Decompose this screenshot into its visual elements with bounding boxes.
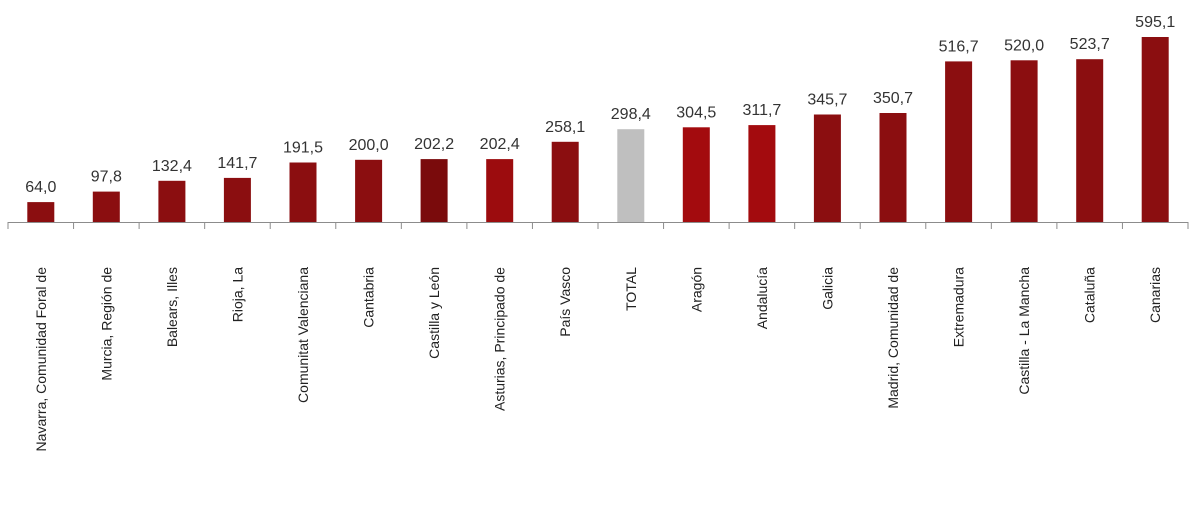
category-label: Murcia, Región de (98, 267, 114, 381)
data-label: 516,7 (939, 38, 979, 55)
data-label: 304,5 (676, 104, 716, 121)
data-label: 132,4 (152, 158, 192, 175)
category-label: Castilla y León (426, 267, 442, 359)
data-label: 523,7 (1070, 36, 1110, 53)
data-label: 64,0 (25, 179, 56, 196)
data-label: 258,1 (545, 119, 585, 136)
bar (289, 162, 317, 222)
category-label: Andalucía (754, 267, 770, 329)
bar (551, 141, 579, 222)
data-label: 345,7 (807, 92, 847, 109)
category-label: Rioja, La (229, 267, 245, 322)
category-label: Cantabria (361, 267, 377, 328)
data-label: 202,4 (480, 136, 520, 153)
bar (1010, 60, 1038, 222)
category-label: TOTAL (623, 267, 639, 311)
bar (420, 159, 448, 222)
bar (1076, 59, 1104, 223)
bar (27, 202, 55, 222)
bar (355, 159, 383, 222)
data-label: 200,0 (349, 137, 389, 154)
data-label: 520,0 (1004, 37, 1044, 54)
category-label: Comunitat Valenciana (295, 267, 311, 403)
category-label: País Vasco (557, 267, 573, 337)
bar (158, 180, 186, 222)
category-label: Navarra, Comunidad Foral de (33, 267, 49, 452)
bar (223, 177, 251, 222)
category-label: Galicia (819, 267, 835, 310)
data-label: 97,8 (91, 169, 122, 186)
x-axis-ticks-group (7, 222, 1189, 229)
category-label: Madrid, Comunidad de (885, 267, 901, 409)
bar (1141, 37, 1169, 222)
value-labels-group: 64,0 97,8 132,4 141,7 191,5 200,0 202,2 202,4 25… (25, 14, 1175, 196)
bar (92, 191, 120, 222)
data-label: 350,7 (873, 90, 913, 107)
category-label: Extremadura (951, 267, 967, 347)
data-label: 595,1 (1135, 14, 1175, 31)
bar (486, 159, 514, 222)
data-label: 298,4 (611, 106, 651, 123)
data-label: 141,7 (217, 155, 257, 172)
category-label: Aragón (688, 267, 704, 312)
bar (945, 61, 973, 223)
data-label: 311,7 (742, 102, 781, 119)
category-label: Castilla - La Mancha (1016, 267, 1032, 395)
data-label: 202,2 (414, 136, 454, 153)
bar (617, 129, 645, 222)
data-label: 191,5 (283, 140, 323, 157)
category-label: Balears, Illes (164, 267, 180, 347)
category-labels-group: Navarra, Comunidad Foral de Murcia, Regió… (33, 267, 1163, 452)
bar (682, 127, 710, 222)
category-label: Cataluña (1082, 267, 1098, 323)
bar (813, 114, 841, 222)
bar (748, 125, 776, 222)
category-label: Canarias (1147, 267, 1163, 323)
bars-group (27, 37, 1169, 223)
bar (879, 113, 907, 222)
category-label: Asturias, Principado de (492, 267, 508, 411)
